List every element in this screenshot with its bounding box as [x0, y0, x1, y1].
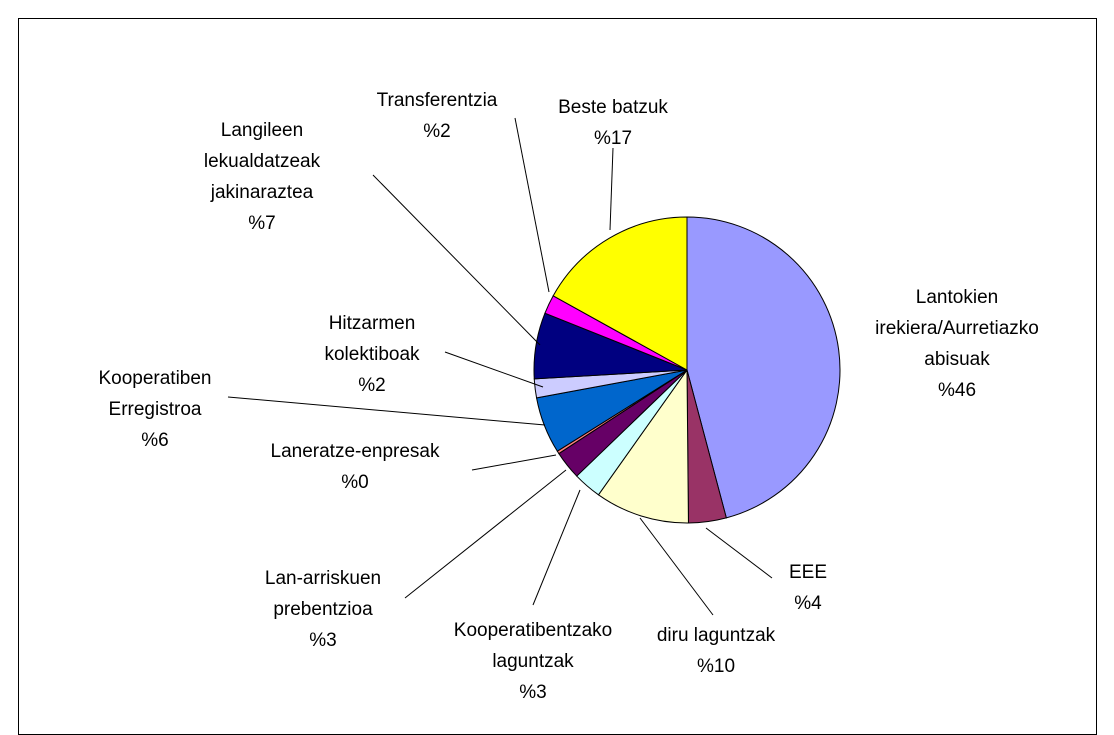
slice-label: Beste batzuk %17 — [513, 92, 713, 154]
slice-name: Kooperatiben Erregistroa — [98, 368, 212, 420]
pie-slice — [597, 368, 689, 524]
pie-slice — [552, 216, 688, 371]
slice-name: EEE — [788, 562, 828, 583]
slice-name: Lan-arriskuen prebentzioa — [264, 568, 382, 620]
slice-name: Beste batzuk — [558, 97, 668, 118]
leader-line — [532, 489, 581, 606]
slice-name: Laneratze-enpresak — [270, 441, 440, 462]
slice-value: %4 — [794, 593, 822, 614]
slice-value: %2 — [423, 121, 451, 142]
leader-line — [404, 469, 567, 599]
slice-value: %10 — [696, 656, 736, 677]
leader-line — [705, 527, 773, 579]
slice-name: Kooperatibentzako laguntzak — [453, 620, 613, 672]
slice-label: Laneratze-enpresak %0 — [235, 436, 475, 498]
slice-label: Langileen lekualdatzeak jakinaraztea %7 — [187, 115, 337, 239]
slice-value: %46 — [937, 380, 977, 401]
slice-value: %7 — [248, 213, 276, 234]
leader-line — [471, 454, 557, 471]
slice-value: %2 — [358, 375, 386, 396]
slice-value: %17 — [593, 128, 633, 149]
slice-name: Transferentzia — [376, 90, 498, 111]
slice-name: Langileen lekualdatzeak jakinaraztea — [203, 120, 321, 203]
slice-label: Kooperatiben Erregistroa %6 — [85, 363, 225, 456]
leader-line — [639, 517, 714, 616]
slice-label: diru laguntzak %10 — [616, 620, 816, 682]
slice-label: Lan-arriskuen prebentzioa %3 — [248, 563, 398, 656]
slice-label: Kooperatibentzako laguntzak %3 — [428, 615, 638, 708]
slice-value: %3 — [309, 630, 337, 651]
leader-line — [372, 174, 541, 346]
slice-value: %6 — [141, 430, 169, 451]
slice-name: diru laguntzak — [656, 625, 776, 646]
leader-line — [227, 396, 546, 426]
slice-label: Transferentzia %2 — [337, 85, 537, 147]
leader-line — [444, 351, 544, 388]
slice-value: %3 — [519, 682, 547, 703]
leader-line — [514, 117, 550, 293]
slice-label: Hitzarmen kolektiboak %2 — [307, 308, 437, 401]
slice-name: Lantokien irekiera/Aurretiazko abisuak — [875, 287, 1039, 370]
slice-label: Lantokien irekiera/Aurretiazko abisuak %4… — [857, 282, 1057, 406]
slice-name: Hitzarmen kolektiboak — [324, 313, 420, 365]
slice-value: %0 — [341, 472, 369, 493]
slice-label: EEE %4 — [748, 557, 868, 619]
pie-slice — [686, 216, 841, 519]
leader-line — [609, 147, 614, 231]
